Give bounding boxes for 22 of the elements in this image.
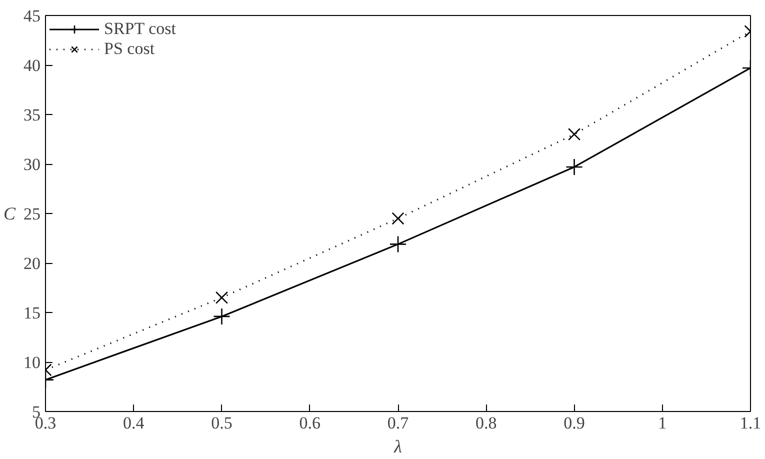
y-tick-label: 45 [24, 6, 40, 26]
x-tick-label: 0.6 [299, 414, 320, 432]
x-tick-label: 1.1 [740, 414, 762, 432]
x-axis-title: λ [393, 436, 402, 456]
point [389, 236, 407, 253]
x-tick-label: 0.4 [123, 414, 145, 432]
x-tick-label: 0.5 [211, 414, 232, 432]
y-tick-label: 25 [24, 204, 40, 224]
x-tick-label: 0.7 [387, 414, 410, 432]
y-tick-label: 15 [24, 304, 40, 322]
y-tick-label: 40 [24, 56, 40, 75]
legend-label: SRPT cost [104, 19, 176, 39]
y-tick-label: 35 [24, 106, 40, 124]
y-tick-label: 10 [24, 353, 40, 372]
legend-label: PS cost [104, 39, 155, 59]
y-tick-label: 20 [24, 254, 40, 273]
point [392, 212, 404, 225]
x-tick-label: 1 [658, 414, 667, 432]
y-axis-title: C [3, 204, 16, 224]
y-tick-label: 30 [24, 155, 40, 174]
x-tick-label: 0.9 [564, 414, 585, 432]
x-tick-label: 0.8 [476, 414, 497, 432]
